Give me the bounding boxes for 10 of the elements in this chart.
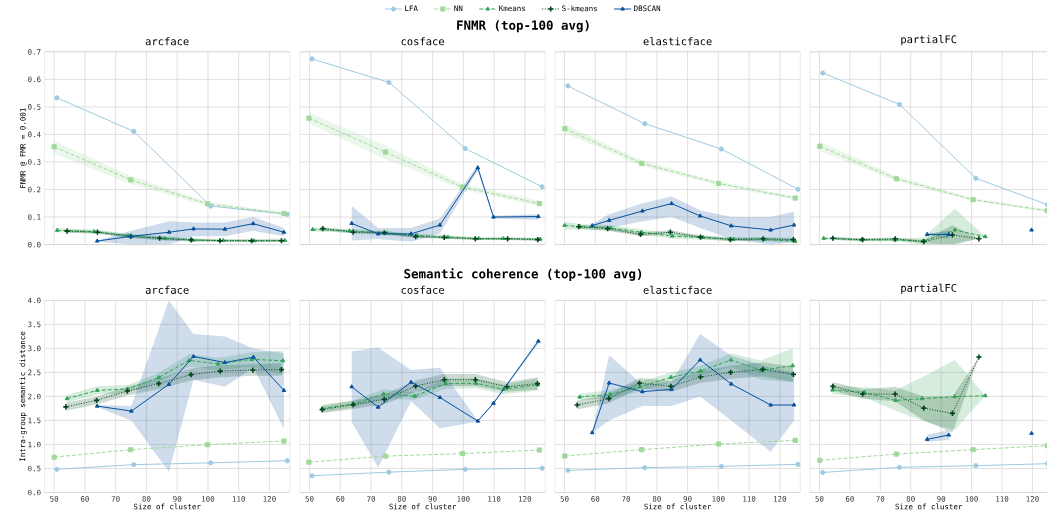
chart-title: elasticface xyxy=(643,285,712,294)
chart-title: elasticface xyxy=(643,37,712,46)
chart-title: partialFC xyxy=(901,35,957,46)
chart-title: cosface xyxy=(401,285,444,294)
text: Semantic coherence (top-100 avg) xyxy=(404,268,642,281)
text: FNMR (top-100 avg) xyxy=(457,20,589,33)
chart-title: partialFC xyxy=(901,283,957,294)
chart-title: arcface xyxy=(145,285,189,294)
chart-title: cosface xyxy=(401,37,444,46)
chart-title: arcface xyxy=(145,37,189,46)
